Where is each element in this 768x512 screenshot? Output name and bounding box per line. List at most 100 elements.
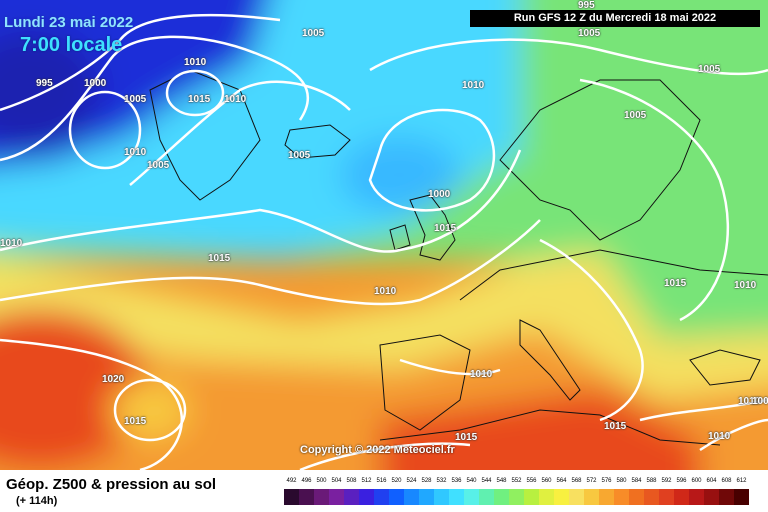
scale-swatch <box>674 489 689 505</box>
isobar-label: 1010 <box>738 396 761 407</box>
scale-swatch <box>359 489 374 505</box>
scale-value-label: 548 <box>496 478 507 484</box>
color-scale-bar <box>284 489 749 505</box>
scale-value-label: 580 <box>616 478 627 484</box>
legend-title: Géop. Z500 & pression au sol <box>6 476 217 493</box>
scale-swatch <box>644 489 659 505</box>
isobar-label: 1000 <box>428 189 451 200</box>
isobar-label: 1005 <box>578 28 601 39</box>
scale-swatch <box>284 489 299 505</box>
isobar-label: 1010 <box>708 431 731 442</box>
isobar-label: 1015 <box>434 223 457 234</box>
isobar-label: 1010 <box>470 369 493 380</box>
scale-value-label: 504 <box>331 478 342 484</box>
isobar-label: 1010 <box>374 286 397 297</box>
isobar-label: 1010 <box>462 80 485 91</box>
isobar-label: 1005 <box>124 94 147 105</box>
isobar-label: 1010 <box>224 94 247 105</box>
isobar-label: 1005 <box>147 160 170 171</box>
scale-swatch <box>734 489 749 505</box>
scale-swatch <box>404 489 419 505</box>
scale-swatch <box>389 489 404 505</box>
scale-swatch <box>569 489 584 505</box>
isobar-label: 1015 <box>664 278 687 289</box>
scale-value-label: 600 <box>691 478 702 484</box>
scale-swatch <box>314 489 329 505</box>
scale-value-label: 520 <box>391 478 402 484</box>
scale-value-label: 512 <box>361 478 372 484</box>
scale-swatch <box>599 489 614 505</box>
forecast-lead-time: (+ 114h) <box>16 495 58 507</box>
scale-swatch <box>524 489 539 505</box>
isobar-label: 1020 <box>102 374 125 385</box>
scale-value-label: 552 <box>511 478 522 484</box>
scale-value-label: 584 <box>631 478 642 484</box>
isobar-label: 1010 <box>0 238 23 249</box>
scale-swatch <box>704 489 719 505</box>
isobars <box>0 13 768 470</box>
geopotential-field <box>0 0 768 470</box>
isobar-label: 995 <box>36 78 53 89</box>
scale-swatch <box>659 489 674 505</box>
scale-swatch <box>554 489 569 505</box>
scale-swatch <box>689 489 704 505</box>
scale-value-label: 588 <box>646 478 657 484</box>
scale-value-label: 596 <box>676 478 687 484</box>
run-info-banner: Run GFS 12 Z du Mercredi 18 mai 2022 <box>470 10 760 27</box>
scale-value-label: 592 <box>661 478 672 484</box>
scale-swatch <box>584 489 599 505</box>
isobar-label: 1005 <box>624 110 647 121</box>
scale-value-label: 500 <box>316 478 327 484</box>
scale-value-label: 492 <box>286 478 297 484</box>
scale-value-label: 532 <box>436 478 447 484</box>
scale-swatch <box>419 489 434 505</box>
scale-value-label: 608 <box>721 478 732 484</box>
scale-value-label: 528 <box>421 478 432 484</box>
scale-swatch <box>329 489 344 505</box>
isobar-label: 1015 <box>188 94 211 105</box>
scale-swatch <box>509 489 524 505</box>
isobar-label: 1015 <box>124 416 147 427</box>
scale-value-label: 544 <box>481 478 492 484</box>
scale-swatch <box>449 489 464 505</box>
scale-swatch <box>494 489 509 505</box>
scale-value-label: 556 <box>526 478 537 484</box>
scale-value-label: 604 <box>706 478 717 484</box>
scale-swatch <box>479 489 494 505</box>
scale-swatch <box>434 489 449 505</box>
scale-value-label: 536 <box>451 478 462 484</box>
isobar-label: 1005 <box>752 396 768 407</box>
legend-footer: Géop. Z500 & pression au sol (+ 114h) 49… <box>0 470 768 512</box>
scale-value-label: 572 <box>586 478 597 484</box>
isobar-label: 1015 <box>455 432 478 443</box>
scale-value-label: 612 <box>736 478 747 484</box>
copyright: Copyright © 2022 Meteociel.fr <box>300 444 455 456</box>
weather-map: 995 1005 1005 995 1000 1005 1010 1015 10… <box>0 0 768 470</box>
color-scale-labels: 492 496 500 504 508 512 516 520 524 528 532 536 540 5… <box>284 478 749 489</box>
isobar-label: 1010 <box>734 280 757 291</box>
forecast-date: Lundi 23 mai 2022 <box>4 14 134 31</box>
scale-swatch <box>719 489 734 505</box>
scale-swatch <box>299 489 314 505</box>
scale-value-label: 560 <box>541 478 552 484</box>
scale-value-label: 516 <box>376 478 387 484</box>
isobar-label: 1015 <box>208 253 231 264</box>
isobar-label: 1010 <box>124 147 147 158</box>
scale-swatch <box>629 489 644 505</box>
scale-swatch <box>539 489 554 505</box>
scale-value-label: 524 <box>406 478 417 484</box>
isobar-label: 1000 <box>84 78 107 89</box>
isobar-label: 1010 <box>184 57 207 68</box>
scale-value-label: 568 <box>571 478 582 484</box>
scale-swatch <box>614 489 629 505</box>
scale-value-label: 564 <box>556 478 567 484</box>
isobar-label: 1005 <box>302 28 325 39</box>
isobar-label: 1005 <box>698 64 721 75</box>
scale-value-label: 540 <box>466 478 477 484</box>
isobar-label: 1015 <box>604 421 627 432</box>
scale-swatch <box>374 489 389 505</box>
scale-value-label: 576 <box>601 478 612 484</box>
isobar-label: 995 <box>578 0 595 11</box>
scale-swatch <box>344 489 359 505</box>
forecast-local-time: 7:00 locale <box>20 34 123 56</box>
